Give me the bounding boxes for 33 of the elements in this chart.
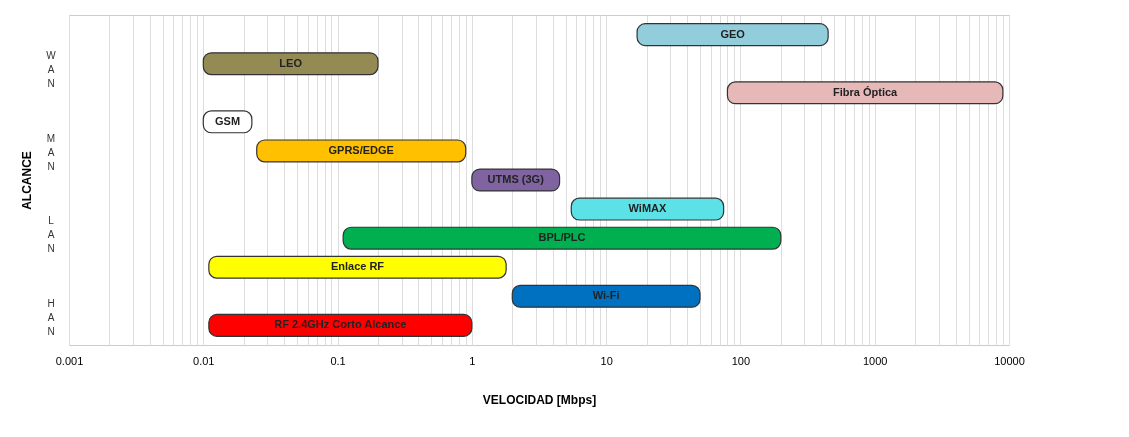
y-tick-label: Enlace RF [330, 260, 385, 273]
y-tick-label: WiMAX [628, 202, 668, 215]
y-tick-label: Fibra Óptica [833, 85, 899, 98]
x-tick-label: 0.01 [193, 354, 215, 367]
bar [342, 226, 782, 250]
y-tick-label: GSM [215, 114, 241, 127]
x-tick-label: 100 [731, 354, 751, 367]
x-tick-label: 0.1 [330, 354, 346, 367]
x-axis-title: VELOCIDAD [Mbps] [482, 392, 597, 407]
x-tick-label: 1000 [862, 354, 888, 367]
y-axis-title: ALCANCE [19, 151, 34, 210]
y-tick-label: Wi-Fi [592, 289, 620, 302]
bar [202, 52, 379, 76]
y-tick-label: RF 2.4GHz Corto Alcance [274, 318, 407, 331]
y-tick-label: UTMS (3G) [487, 173, 545, 185]
y-tick-label: GPRS/EDGE [328, 143, 394, 156]
bar [570, 197, 725, 221]
bar [511, 284, 701, 308]
bar [726, 81, 1004, 105]
bar [208, 255, 507, 279]
x-tick-label: 0.001 [55, 354, 84, 367]
x-tick-label: 1 [469, 354, 476, 367]
bar [636, 23, 829, 47]
x-tick-label: 10 [600, 354, 613, 367]
y-tick-label: LEO [279, 56, 303, 69]
text: HAN [47, 297, 55, 337]
y-tick-label: GEO [720, 27, 746, 40]
bar [256, 139, 467, 163]
text: LAN [47, 215, 55, 255]
y-tick-label: BPL/PLC [538, 231, 586, 244]
text: WAN [46, 50, 57, 90]
x-tick-label: 10000 [994, 354, 1025, 367]
text: MAN [46, 132, 56, 172]
